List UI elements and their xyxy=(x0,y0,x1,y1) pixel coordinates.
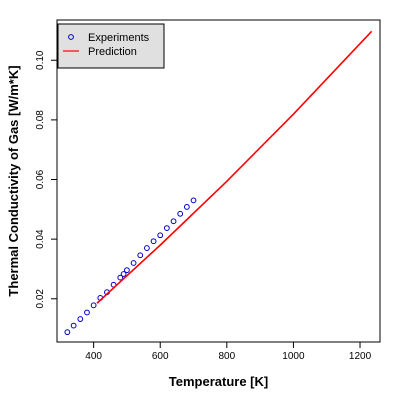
x-tick-label: 400 xyxy=(85,351,102,362)
experiment-point xyxy=(150,238,157,245)
y-tick-label: 0.04 xyxy=(35,229,46,249)
experiment-point xyxy=(190,197,197,204)
experiment-point xyxy=(130,260,137,266)
x-tick-label: 800 xyxy=(218,351,235,362)
x-tick-label: 1200 xyxy=(349,351,372,362)
experiment-point xyxy=(84,309,90,316)
x-tick-label: 1000 xyxy=(282,351,305,362)
legend-label: Prediction xyxy=(88,46,137,58)
experiment-point xyxy=(177,210,184,217)
y-axis-title: Thermal Conductivity of Gas [W/m*K] xyxy=(6,65,21,296)
experiment-point xyxy=(70,322,77,329)
legend: Experiments Prediction xyxy=(57,23,165,69)
legend-label: Experiments xyxy=(88,32,150,44)
y-tick-label: 0.10 xyxy=(35,50,46,70)
experiment-point xyxy=(144,245,150,251)
legend-point-swatch xyxy=(68,34,74,40)
y-tick-label: 0.08 xyxy=(35,110,46,130)
experiment-point xyxy=(64,329,71,336)
experiment-point xyxy=(170,218,177,225)
experiment-point xyxy=(90,302,97,309)
y-tick-label: 0.06 xyxy=(35,169,46,189)
plot-area xyxy=(56,19,381,343)
x-tick-label: 600 xyxy=(152,351,169,362)
experiment-point xyxy=(183,204,190,210)
prediction-line xyxy=(96,30,373,304)
experiment-point xyxy=(117,274,124,281)
experiment-point xyxy=(124,267,130,274)
experiment-point xyxy=(157,232,164,239)
y-tick-label: 0.02 xyxy=(35,289,46,309)
experiment-point xyxy=(163,225,170,232)
x-axis-title: Temperature [K] xyxy=(169,374,268,389)
experiment-point xyxy=(77,316,84,322)
x-axis: 400 600 800 1000 1200 xyxy=(85,342,372,362)
legend-box xyxy=(57,23,165,69)
y-axis: 0.02 0.04 0.06 0.08 0.10 xyxy=(35,50,57,309)
experiment-point xyxy=(120,271,127,277)
plot-frame xyxy=(56,19,381,343)
experiment-point xyxy=(137,252,144,259)
